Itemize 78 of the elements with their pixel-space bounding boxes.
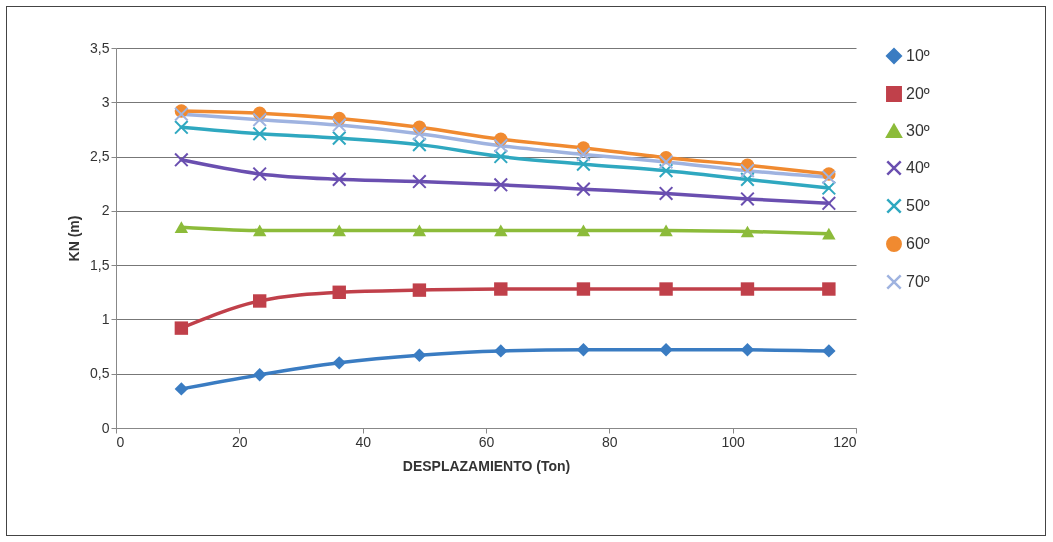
- point: [412, 224, 427, 237]
- point: [332, 285, 346, 299]
- x-axis-title: DESPLAZAMIENTO (Ton): [402, 457, 571, 474]
- point: [493, 138, 509, 154]
- point: [332, 356, 346, 370]
- point: [576, 343, 591, 357]
- y-tick-label: 1: [101, 310, 110, 327]
- y-tick-label: 3: [101, 93, 110, 110]
- point: [252, 166, 268, 182]
- legend-label: 20º: [906, 85, 930, 102]
- point: [822, 282, 836, 296]
- y-tick-label: 2: [101, 202, 110, 219]
- point: [412, 174, 427, 189]
- x-tick-label: 80: [602, 433, 618, 450]
- point: [822, 227, 836, 240]
- point: [659, 224, 673, 237]
- point: [494, 224, 508, 237]
- point: [659, 282, 673, 296]
- point: [740, 282, 755, 296]
- point: [740, 225, 755, 238]
- point: [821, 169, 837, 185]
- point: [659, 343, 673, 357]
- point: [412, 283, 427, 297]
- point: [331, 117, 347, 133]
- point: [576, 156, 591, 172]
- point: [658, 154, 674, 170]
- point: [412, 126, 427, 142]
- legend-label: 50º: [906, 197, 930, 214]
- point: [576, 181, 591, 197]
- point: [494, 344, 508, 358]
- y-tick-label: 2,5: [90, 148, 110, 165]
- x-tick-label: 40: [355, 433, 372, 450]
- point: [576, 147, 591, 162]
- point: [252, 368, 267, 382]
- y-tick-label: 3,5: [90, 39, 110, 56]
- point: [493, 177, 509, 193]
- legend-label: 70º: [906, 273, 930, 290]
- point: [412, 348, 427, 362]
- point: [412, 137, 427, 152]
- x-tick-label: 60: [478, 433, 495, 450]
- point: [252, 126, 268, 142]
- point: [740, 172, 755, 187]
- x-tick-label: 20: [232, 433, 248, 450]
- point: [252, 112, 268, 127]
- y-tick-label: 0: [101, 419, 110, 436]
- legend-label: 40º: [906, 159, 930, 176]
- point: [174, 119, 189, 135]
- x-tick-label: 100: [721, 433, 746, 450]
- point: [576, 224, 591, 237]
- legend-label: 60º: [906, 235, 930, 252]
- legend-label: 10º: [906, 47, 930, 64]
- point: [252, 294, 267, 308]
- point: [740, 191, 755, 207]
- legend-label: 30º: [906, 122, 930, 139]
- point: [331, 130, 347, 146]
- point: [821, 195, 837, 211]
- point: [174, 152, 189, 168]
- x-tick-label: 120: [833, 433, 857, 450]
- point: [822, 344, 836, 358]
- point: [658, 163, 674, 179]
- point: [740, 343, 755, 357]
- point: [493, 149, 509, 164]
- point: [174, 221, 189, 233]
- y-axis-title: KN (m): [66, 215, 83, 262]
- y-tick-label: 1,5: [90, 256, 110, 273]
- point: [740, 163, 755, 179]
- point: [821, 180, 837, 196]
- point: [174, 321, 189, 335]
- point: [576, 282, 591, 296]
- point: [332, 224, 346, 237]
- point: [174, 106, 189, 122]
- point: [174, 382, 189, 396]
- point: [252, 224, 267, 237]
- x-tick-label: 0: [116, 433, 125, 450]
- point: [494, 282, 508, 296]
- y-tick-label: 0,5: [90, 365, 110, 382]
- point: [658, 186, 674, 201]
- point: [331, 172, 347, 187]
